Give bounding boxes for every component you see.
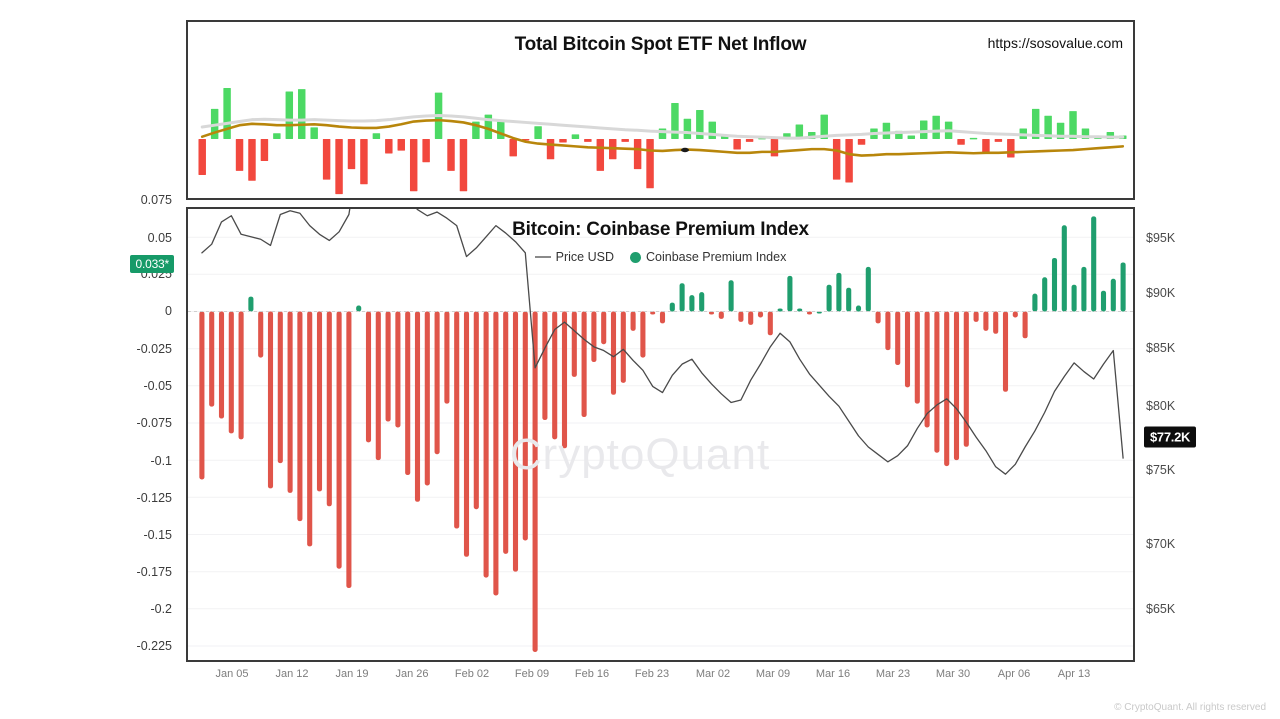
x-tick: Jan 12 <box>275 668 309 680</box>
etf-net-inflow-panel: Total Bitcoin Spot ETF Net Inflow https:… <box>186 20 1135 200</box>
y-tick-right: $95K <box>1146 231 1176 245</box>
y-tick-right: $85K <box>1146 341 1176 355</box>
x-tick: Mar 30 <box>935 668 971 680</box>
source-url-label: https://sosovalue.com <box>987 35 1123 51</box>
chart-legend: Price USD Coinbase Premium Index <box>188 250 1133 264</box>
legend-label-premium: Coinbase Premium Index <box>645 250 787 264</box>
premium-panel-title: Bitcoin: Coinbase Premium Index <box>512 219 809 240</box>
x-tick: Mar 09 <box>755 668 791 680</box>
x-tick: Jan 05 <box>215 668 249 680</box>
right-y-axis: $95K $90K $85K $80K $75K $70K $65K $77.2… <box>1140 0 1260 719</box>
y-tick-left: -0.15 <box>143 528 173 542</box>
y-tick-left: -0.025 <box>136 342 172 356</box>
dot-marker-icon <box>629 251 641 263</box>
y-tick-left: -0.2 <box>150 602 172 616</box>
coinbase-premium-plot <box>188 209 1133 652</box>
x-tick: Feb 23 <box>634 668 670 680</box>
x-tick: Apr 06 <box>997 668 1031 680</box>
y-tick-left: -0.075 <box>136 416 172 430</box>
legend-item-premium: Coinbase Premium Index <box>629 250 787 264</box>
x-tick: Feb 16 <box>574 668 610 680</box>
x-tick: Mar 16 <box>815 668 851 680</box>
x-tick: Feb 02 <box>454 668 490 680</box>
x-tick: Apr 13 <box>1057 668 1091 680</box>
legend-item-price: Price USD <box>534 250 614 264</box>
x-axis: Jan 05 Jan 12 Jan 19 Jan 26 Feb 02 Feb 0… <box>186 668 1135 692</box>
y-tick-right: $75K <box>1146 463 1176 477</box>
y-tick-left: -0.125 <box>136 491 172 505</box>
y-tick-left: 0.05 <box>147 231 172 245</box>
y-tick-left: -0.175 <box>136 565 172 579</box>
copyright-label: © CryptoQuant. All rights reserved <box>1114 702 1266 713</box>
price-value-badge: $77.2K <box>1144 426 1197 448</box>
y-tick-left: 0.075 <box>140 193 172 207</box>
x-tick: Mar 02 <box>695 668 731 680</box>
y-tick-right: $70K <box>1146 537 1176 551</box>
y-tick-right: $80K <box>1146 399 1176 413</box>
line-marker-icon <box>534 256 551 258</box>
left-y-axis: 0.075 0.05 0.025 0 -0.025 -0.05 -0.075 -… <box>0 0 186 719</box>
x-tick: Feb 09 <box>514 668 550 680</box>
y-tick-left: -0.225 <box>136 639 172 653</box>
premium-value-badge: 0.033* <box>129 255 174 273</box>
coinbase-premium-panel: Bitcoin: Coinbase Premium Index Price US… <box>186 207 1135 662</box>
y-tick-left: -0.05 <box>143 379 173 393</box>
x-tick: Mar 23 <box>875 668 911 680</box>
x-tick: Jan 19 <box>335 668 369 680</box>
etf-net-inflow-plot <box>198 87 1127 195</box>
x-tick: Jan 26 <box>395 668 429 680</box>
etf-panel-title: Total Bitcoin Spot ETF Net Inflow <box>514 34 807 55</box>
y-tick-right: $65K <box>1146 602 1176 616</box>
y-tick-right: $90K <box>1146 286 1176 300</box>
y-tick-left: 0 <box>165 304 172 318</box>
legend-label-price: Price USD <box>555 250 614 264</box>
y-tick-left: -0.1 <box>150 454 172 468</box>
